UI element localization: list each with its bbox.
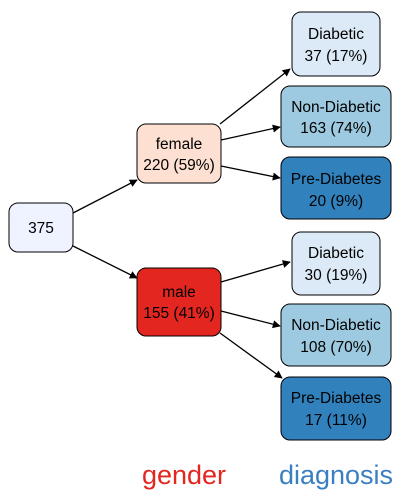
node-male-non-diabetic-box	[280, 303, 392, 367]
node-root-box	[8, 202, 74, 253]
node-male-non-diabetic: Non-Diabetic 108 (70%)	[280, 303, 392, 367]
node-female-diabetic-count: 37 (17%)	[305, 48, 368, 65]
node-female: female 220 (59%)	[136, 123, 222, 184]
node-female-box	[136, 123, 222, 184]
diagnosis-level-label: diagnosis	[279, 460, 393, 490]
node-female-diabetic-label: Diabetic	[308, 26, 364, 43]
edge-male-diabetic	[220, 260, 291, 283]
edge-female-pre-diabetes	[220, 165, 281, 181]
node-female-diabetic-box	[291, 11, 381, 77]
edge-root-female	[72, 179, 138, 214]
node-female-diabetic: Diabetic 37 (17%)	[291, 11, 381, 77]
node-female-count: 220 (59%)	[143, 157, 215, 174]
node-female-non-diabetic-label: Non-Diabetic	[291, 99, 381, 116]
node-male-pre-diabetes-count: 17 (11%)	[305, 412, 367, 429]
edges	[72, 68, 291, 379]
node-female-pre-diabetes-count: 20 (9%)	[309, 193, 363, 210]
node-female-non-diabetic-count: 163 (74%)	[300, 120, 372, 137]
node-female-pre-diabetes: Pre-Diabetes 20 (9%)	[280, 156, 392, 220]
node-male-diabetic-count: 30 (19%)	[305, 267, 368, 284]
node-male-label: male	[162, 284, 196, 301]
edge-male-pre-diabetes	[219, 332, 283, 379]
gender-level-label: gender	[142, 460, 226, 490]
edge-root-male	[72, 245, 138, 279]
node-male-non-diabetic-label: Non-Diabetic	[291, 317, 381, 334]
node-male-pre-diabetes: Pre-Diabetes 17 (11%)	[280, 376, 392, 441]
node-female-pre-diabetes-label: Pre-Diabetes	[291, 171, 382, 188]
node-root-count: 375	[28, 220, 54, 237]
node-male-diabetic: Diabetic 30 (19%)	[291, 231, 381, 296]
node-female-non-diabetic-box	[280, 85, 392, 148]
node-male-pre-diabetes-label: Pre-Diabetes	[291, 390, 382, 407]
edge-male-non-diabetic	[220, 310, 281, 329]
node-female-pre-diabetes-box	[280, 156, 392, 220]
node-female-label: female	[156, 136, 203, 153]
node-male-non-diabetic-count: 108 (70%)	[300, 339, 372, 356]
edge-female-diabetic	[219, 68, 291, 125]
node-root: 375	[8, 202, 74, 253]
node-male-box	[136, 267, 222, 337]
node-male-count: 155 (41%)	[143, 305, 215, 322]
node-female-non-diabetic: Non-Diabetic 163 (74%)	[280, 85, 392, 148]
node-male-pre-diabetes-box	[280, 376, 392, 441]
edge-female-non-diabetic	[220, 124, 281, 141]
node-male-diabetic-label: Diabetic	[308, 245, 364, 262]
node-male-diabetic-box	[291, 231, 381, 296]
node-male: male 155 (41%)	[136, 267, 222, 337]
